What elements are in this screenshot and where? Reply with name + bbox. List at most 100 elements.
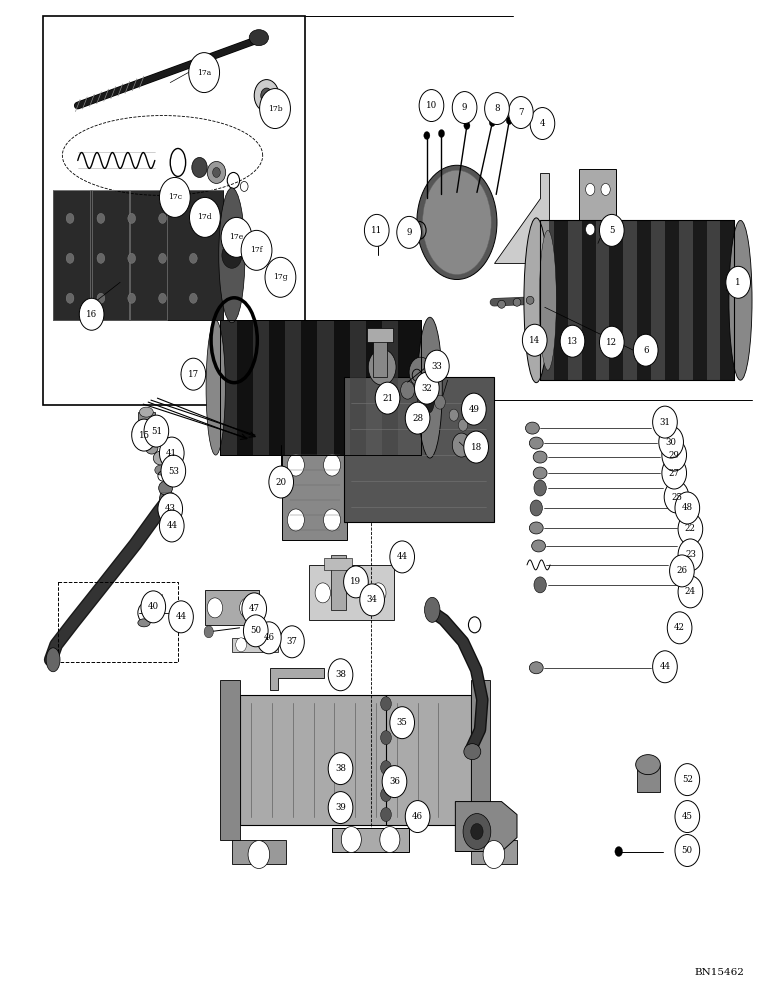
Ellipse shape [635, 755, 660, 775]
Circle shape [419, 90, 444, 122]
Circle shape [323, 509, 340, 531]
Text: BN15462: BN15462 [695, 968, 744, 977]
Text: 53: 53 [168, 467, 179, 476]
Circle shape [633, 334, 658, 366]
Circle shape [534, 480, 547, 496]
Circle shape [464, 122, 470, 130]
Text: 48: 48 [682, 503, 693, 512]
Polygon shape [232, 840, 286, 864]
Circle shape [600, 326, 624, 358]
Circle shape [438, 130, 445, 138]
Text: 26: 26 [676, 566, 687, 575]
Text: 29: 29 [669, 451, 679, 460]
Bar [138, 412, 155, 440]
Circle shape [560, 325, 585, 357]
Text: 6: 6 [643, 346, 648, 355]
Polygon shape [282, 430, 347, 540]
Circle shape [279, 626, 304, 658]
Text: 17e: 17e [229, 233, 244, 241]
Circle shape [615, 847, 622, 857]
Text: 31: 31 [659, 418, 670, 427]
Circle shape [66, 293, 74, 303]
Circle shape [397, 216, 422, 248]
Bar [373, 337, 387, 377]
Circle shape [128, 293, 136, 303]
Text: 12: 12 [606, 338, 618, 347]
Text: 50: 50 [250, 626, 262, 635]
Circle shape [158, 493, 182, 525]
Bar [43, 16, 305, 405]
Circle shape [381, 808, 391, 822]
Circle shape [181, 358, 205, 390]
Polygon shape [270, 668, 324, 690]
Circle shape [160, 177, 190, 217]
Circle shape [380, 827, 400, 853]
Circle shape [675, 492, 699, 524]
Ellipse shape [425, 597, 440, 622]
Circle shape [242, 593, 266, 625]
Circle shape [452, 92, 477, 124]
Circle shape [256, 622, 281, 654]
Circle shape [287, 454, 304, 476]
Ellipse shape [46, 648, 60, 672]
Text: 32: 32 [422, 384, 432, 393]
Circle shape [506, 117, 513, 125]
Text: 46: 46 [412, 812, 423, 821]
Ellipse shape [261, 88, 273, 103]
Ellipse shape [532, 540, 546, 552]
Polygon shape [317, 320, 334, 455]
Circle shape [463, 814, 491, 850]
Bar [324, 558, 352, 570]
Circle shape [375, 382, 400, 414]
Ellipse shape [530, 522, 543, 534]
Polygon shape [350, 320, 366, 455]
Circle shape [435, 395, 445, 409]
Polygon shape [679, 220, 692, 380]
Text: 51: 51 [151, 427, 162, 436]
Ellipse shape [249, 30, 269, 46]
Text: 17c: 17c [168, 193, 182, 201]
Ellipse shape [530, 437, 543, 449]
Ellipse shape [513, 298, 521, 306]
Circle shape [652, 651, 677, 683]
Polygon shape [651, 220, 665, 380]
Circle shape [401, 381, 415, 399]
Text: 40: 40 [147, 602, 159, 611]
Text: 13: 13 [567, 337, 578, 346]
Circle shape [371, 583, 386, 603]
Text: 41: 41 [166, 449, 178, 458]
Polygon shape [471, 680, 490, 840]
Ellipse shape [418, 317, 442, 458]
Text: 17d: 17d [198, 213, 212, 221]
Text: 23: 23 [685, 550, 696, 559]
Circle shape [464, 431, 489, 463]
Text: 9: 9 [462, 103, 467, 112]
Text: 43: 43 [164, 504, 176, 513]
Polygon shape [220, 320, 236, 455]
Text: 49: 49 [469, 405, 479, 414]
Ellipse shape [140, 407, 154, 417]
Polygon shape [579, 169, 615, 244]
Circle shape [259, 89, 290, 129]
Circle shape [662, 439, 686, 471]
Ellipse shape [160, 488, 173, 512]
Circle shape [678, 539, 703, 571]
Text: 42: 42 [674, 623, 685, 632]
Text: 50: 50 [682, 846, 693, 855]
Bar [92, 190, 129, 320]
Circle shape [360, 584, 384, 616]
Text: 8: 8 [494, 104, 499, 113]
Text: 11: 11 [371, 226, 382, 235]
Circle shape [669, 555, 694, 587]
Ellipse shape [527, 296, 534, 304]
Text: 44: 44 [166, 521, 178, 530]
Circle shape [97, 253, 105, 263]
Text: 14: 14 [529, 336, 540, 345]
Circle shape [530, 500, 543, 516]
Circle shape [664, 481, 689, 513]
Circle shape [128, 253, 136, 263]
Ellipse shape [218, 188, 245, 323]
Text: 33: 33 [432, 362, 442, 371]
Text: 38: 38 [335, 670, 346, 679]
Text: 17a: 17a [197, 69, 212, 77]
